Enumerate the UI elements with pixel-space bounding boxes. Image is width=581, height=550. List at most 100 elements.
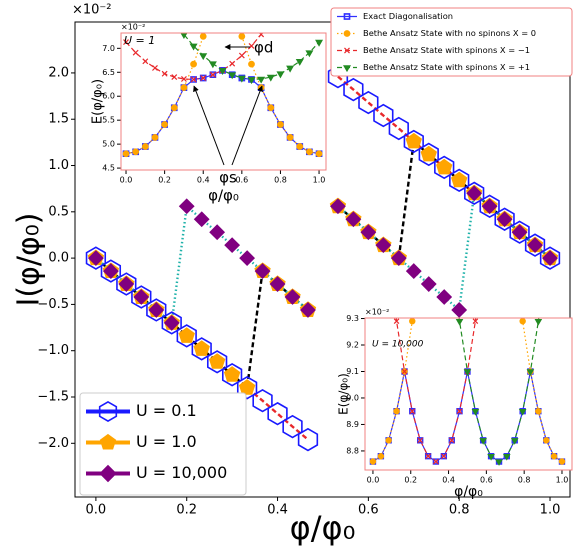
marker [377, 453, 385, 460]
x-tick-label: 0.6 [480, 475, 493, 484]
marker [481, 258, 486, 263]
marker [315, 39, 324, 47]
marker [208, 61, 217, 69]
legend-marker [99, 433, 117, 450]
marker [178, 327, 195, 343]
x-tick-label: 0.8 [449, 502, 470, 517]
marker [409, 318, 416, 325]
marker [254, 263, 271, 279]
marker [403, 129, 424, 154]
legend-marker [343, 13, 351, 20]
legend-marker [343, 30, 351, 37]
y-multiplier: ×10⁻² [121, 23, 145, 32]
marker [479, 194, 500, 218]
marker [424, 453, 432, 460]
marker [180, 76, 187, 82]
marker [277, 121, 284, 128]
annotation: U = 1 [124, 34, 155, 47]
marker [141, 143, 149, 150]
marker [471, 409, 480, 416]
y-tick-label: 9.1 [346, 367, 359, 376]
y-tick-label: 6.5 [102, 68, 115, 77]
marker [122, 150, 130, 158]
x-tick-label: 0.6 [235, 175, 248, 184]
y-tick-label: 6.0 [102, 92, 115, 101]
annotation: φs [219, 169, 237, 187]
marker [518, 409, 527, 416]
marker [209, 71, 216, 78]
marker [487, 454, 495, 461]
arrow [193, 85, 225, 166]
marker [286, 134, 294, 141]
legend-label: U = 1.0 [136, 432, 197, 451]
marker [116, 272, 137, 296]
marker [152, 65, 158, 71]
marker [268, 19, 273, 24]
marker [448, 437, 455, 444]
marker [449, 168, 470, 193]
marker [539, 246, 561, 270]
marker [151, 134, 159, 141]
marker [276, 71, 285, 79]
marker [375, 237, 392, 254]
marker [190, 76, 197, 83]
x-tick-label: 0.6 [358, 502, 379, 517]
marker [171, 74, 178, 81]
marker [527, 237, 543, 254]
marker [526, 369, 535, 376]
marker [284, 289, 301, 305]
marker [432, 458, 440, 465]
marker [425, 453, 431, 460]
marker [305, 50, 314, 58]
marker [248, 42, 255, 49]
x-tick-label: 0.2 [404, 475, 417, 484]
x-axis-label: φ/φ₀ [454, 484, 483, 500]
y-tick-label: 0.5 [48, 204, 69, 219]
x-tick-label: 0.8 [274, 175, 287, 184]
marker [178, 198, 195, 215]
marker [180, 84, 188, 91]
marker [118, 276, 135, 292]
x-tick-label: 1.0 [556, 475, 569, 484]
marker [229, 60, 236, 67]
annotation: U = 10,000 [372, 340, 424, 350]
plot-frame [364, 317, 573, 471]
marker [258, 33, 265, 38]
x-tick-label: 0.4 [267, 502, 288, 517]
marker [393, 407, 400, 415]
marker [496, 211, 513, 228]
marker [239, 250, 256, 267]
arrow [231, 85, 263, 166]
marker [495, 459, 503, 466]
marker [162, 4, 168, 9]
marker [417, 258, 422, 263]
marker [123, 39, 129, 46]
marker [448, 437, 455, 444]
y-tick-label: 7.0 [102, 44, 115, 53]
marker [238, 33, 246, 40]
marker [373, 103, 394, 128]
marker [393, 318, 400, 324]
x-tick-label: 0.4 [442, 475, 455, 484]
marker [433, 458, 439, 465]
marker [451, 302, 468, 318]
x-tick-label: 0.0 [120, 175, 133, 184]
x-axis-label: φ/φ₀ [208, 187, 239, 205]
marker [257, 76, 266, 84]
marker [224, 237, 241, 254]
legend-label: Bethe Ansatz State with spinons X = +1 [363, 62, 530, 72]
marker [252, 388, 273, 413]
marker [420, 276, 437, 292]
marker [464, 181, 485, 206]
y-tick-label: 2.0 [48, 65, 69, 80]
marker [543, 437, 550, 444]
marker [296, 143, 304, 150]
y-axis-label: I(φ/φ₀) [12, 213, 47, 307]
plot: 0.0 0.2 0.4 0.6 0.8 1.0 8.8 8.9 9.0 9.1 9.2 9.3 ×10⁻… [337, 258, 573, 500]
marker [542, 250, 558, 267]
y-tick-label: −1.0 [37, 343, 69, 358]
marker [191, 337, 212, 361]
y-tick-label: 1.0 [48, 158, 69, 173]
marker [463, 369, 472, 376]
series-area [85, 64, 561, 452]
